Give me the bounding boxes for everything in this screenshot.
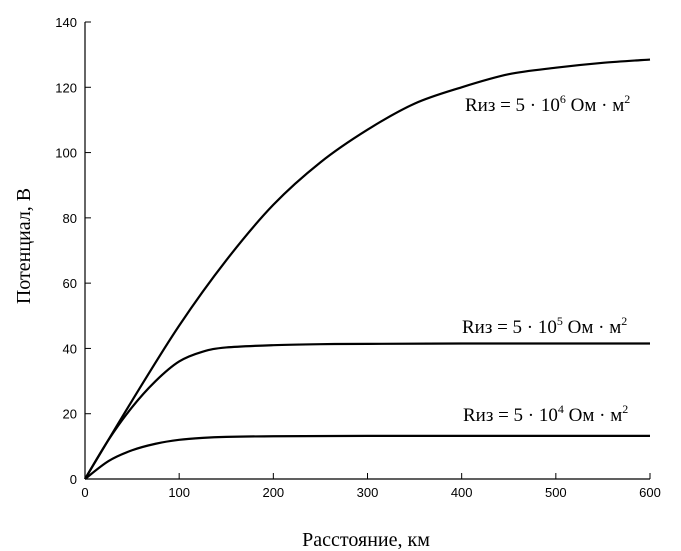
curves (84, 58, 651, 480)
y-axis-title: Потенциал, В (13, 188, 35, 304)
y-tick-label: 80 (63, 211, 77, 226)
x-tick-label: 500 (545, 485, 567, 500)
y-tick-label: 120 (55, 80, 77, 95)
x-tick-label: 300 (357, 485, 379, 500)
series-line-1 (84, 58, 651, 480)
x-tick-label: 0 (81, 485, 88, 500)
series-label-2: Rиз = 5 · 105 Ом · м2 (462, 314, 627, 338)
x-axis-title: Расстояние, км (302, 529, 430, 551)
curve-labels: Rиз = 5 · 106 Ом · м2 Rиз = 5 · 105 Ом · … (462, 92, 630, 426)
y-tick-label: 60 (63, 276, 77, 291)
series-label-1: Rиз = 5 · 106 Ом · м2 (465, 92, 630, 116)
series-line-2 (84, 342, 650, 480)
y-tick-label: 0 (70, 472, 77, 487)
x-tick-label: 400 (451, 485, 473, 500)
x-tick-label: 200 (262, 485, 284, 500)
y-tick-label: 100 (55, 146, 77, 161)
y-tick-label: 140 (55, 15, 77, 30)
y-tick-label: 40 (63, 341, 77, 356)
series-line-3 (84, 434, 650, 480)
ticks: 0 100 200 300 400 500 600 0 20 40 60 80 100 120 140 (55, 15, 661, 500)
x-tick-label: 100 (168, 485, 190, 500)
y-tick-label: 20 (63, 407, 77, 422)
series-label-3: Rиз = 5 · 104 Ом · м2 (463, 402, 628, 426)
x-tick-label: 600 (639, 485, 661, 500)
